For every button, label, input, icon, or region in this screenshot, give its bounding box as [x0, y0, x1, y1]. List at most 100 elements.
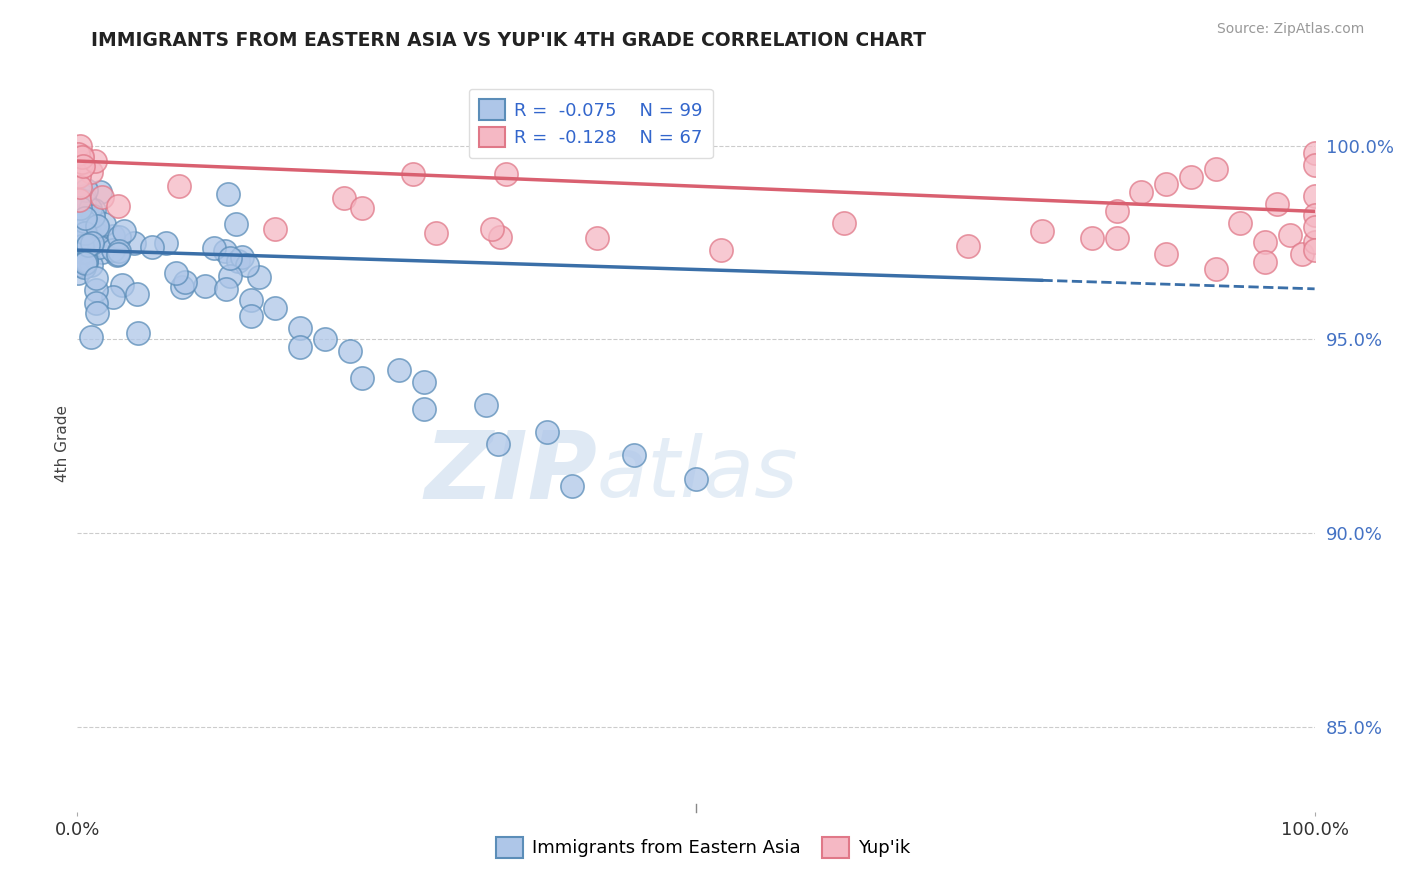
- Point: [111, 278, 134, 293]
- Point: [73, 260, 96, 274]
- Point: [231, 250, 253, 264]
- Point: [86, 219, 108, 233]
- Point: [90, 245, 112, 260]
- Point: [1205, 161, 1227, 176]
- Point: [486, 436, 509, 450]
- Point: [79, 165, 101, 179]
- Point: [105, 247, 128, 261]
- Point: [122, 235, 145, 250]
- Point: [1081, 231, 1104, 245]
- Point: [155, 235, 177, 250]
- Point: [264, 301, 287, 316]
- Point: [165, 266, 187, 280]
- Point: [77, 224, 100, 238]
- Point: [77, 213, 100, 227]
- Point: [69, 236, 91, 251]
- Point: [685, 472, 707, 486]
- Point: [69, 169, 91, 183]
- Point: [67, 194, 90, 208]
- Point: [174, 275, 197, 289]
- Point: [1303, 235, 1326, 250]
- Point: [75, 255, 97, 269]
- Point: [1291, 247, 1313, 261]
- Point: [83, 236, 105, 251]
- Point: [536, 425, 558, 439]
- Text: Source: ZipAtlas.com: Source: ZipAtlas.com: [1216, 22, 1364, 37]
- Point: [86, 306, 108, 320]
- Point: [314, 332, 336, 346]
- Point: [93, 217, 115, 231]
- Point: [72, 223, 94, 237]
- Point: [77, 238, 100, 252]
- Point: [67, 266, 90, 280]
- Point: [202, 241, 225, 255]
- Point: [226, 253, 249, 268]
- Point: [80, 258, 103, 272]
- Point: [710, 243, 733, 257]
- Point: [1229, 216, 1251, 230]
- Point: [247, 269, 270, 284]
- Point: [70, 199, 93, 213]
- Point: [1105, 204, 1128, 219]
- Point: [75, 256, 97, 270]
- Point: [412, 375, 434, 389]
- Point: [333, 191, 356, 205]
- Point: [67, 234, 90, 248]
- Point: [112, 224, 135, 238]
- Point: [87, 240, 110, 254]
- Point: [1254, 235, 1277, 250]
- Point: [84, 296, 107, 310]
- Point: [495, 167, 517, 181]
- Point: [218, 268, 240, 283]
- Point: [84, 271, 107, 285]
- Text: IMMIGRANTS FROM EASTERN ASIA VS YUP'IK 4TH GRADE CORRELATION CHART: IMMIGRANTS FROM EASTERN ASIA VS YUP'IK 4…: [91, 31, 927, 50]
- Point: [350, 201, 373, 215]
- Point: [107, 199, 129, 213]
- Point: [70, 239, 93, 253]
- Point: [107, 246, 129, 260]
- Point: [402, 167, 425, 181]
- Point: [101, 243, 124, 257]
- Point: [75, 211, 97, 226]
- Point: [101, 228, 124, 243]
- Point: [80, 330, 103, 344]
- Point: [215, 282, 238, 296]
- Point: [288, 340, 311, 354]
- Point: [83, 153, 105, 168]
- Point: [1303, 219, 1326, 234]
- Point: [481, 222, 503, 236]
- Point: [87, 221, 110, 235]
- Point: [75, 224, 97, 238]
- Point: [170, 280, 193, 294]
- Point: [91, 190, 114, 204]
- Point: [83, 203, 105, 218]
- Point: [1154, 178, 1177, 192]
- Point: [72, 253, 94, 268]
- Point: [239, 309, 262, 323]
- Point: [69, 180, 91, 194]
- Point: [214, 244, 236, 258]
- Point: [1130, 185, 1153, 199]
- Point: [86, 226, 108, 240]
- Point: [388, 363, 411, 377]
- Point: [89, 185, 111, 199]
- Point: [76, 213, 98, 227]
- Point: [1205, 262, 1227, 277]
- Point: [76, 230, 98, 244]
- Point: [82, 235, 104, 250]
- Point: [1105, 231, 1128, 245]
- Point: [70, 258, 93, 272]
- Point: [108, 230, 131, 244]
- Point: [79, 202, 101, 216]
- Point: [1303, 146, 1326, 161]
- Point: [1154, 247, 1177, 261]
- Point: [75, 226, 97, 240]
- Point: [474, 398, 496, 412]
- Point: [1303, 243, 1326, 257]
- Point: [957, 239, 980, 253]
- Legend: Immigrants from Eastern Asia, Yup'ik: Immigrants from Eastern Asia, Yup'ik: [486, 828, 920, 867]
- Point: [75, 254, 97, 268]
- Point: [350, 371, 373, 385]
- Y-axis label: 4th Grade: 4th Grade: [55, 405, 70, 483]
- Text: ZIP: ZIP: [425, 427, 598, 519]
